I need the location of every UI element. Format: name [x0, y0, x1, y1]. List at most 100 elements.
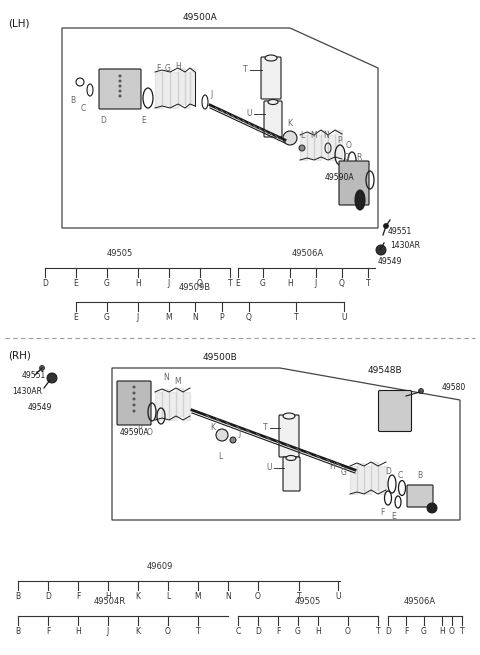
Circle shape — [132, 392, 135, 394]
Text: 49549: 49549 — [28, 403, 52, 411]
Text: F: F — [46, 627, 50, 636]
Text: U: U — [266, 464, 272, 472]
Text: F: F — [156, 64, 160, 73]
Text: P: P — [338, 136, 342, 145]
Text: T: T — [376, 627, 380, 636]
Text: G: G — [421, 627, 427, 636]
Text: 49549: 49549 — [378, 257, 402, 267]
Text: D: D — [255, 627, 261, 636]
Text: 49590A: 49590A — [120, 428, 150, 437]
Text: C: C — [80, 104, 85, 113]
Text: G: G — [104, 313, 110, 322]
Circle shape — [119, 94, 121, 98]
Text: O: O — [346, 141, 352, 150]
Text: H: H — [315, 627, 321, 636]
Circle shape — [119, 79, 121, 83]
Text: N: N — [163, 373, 169, 382]
Text: U: U — [341, 313, 347, 322]
Circle shape — [299, 145, 305, 151]
Text: H: H — [439, 627, 445, 636]
Circle shape — [283, 131, 297, 145]
FancyBboxPatch shape — [117, 381, 151, 425]
Text: 49506A: 49506A — [292, 249, 324, 258]
Text: H: H — [287, 279, 293, 288]
Text: F: F — [404, 627, 408, 636]
Text: K: K — [288, 119, 292, 128]
Text: B: B — [71, 96, 75, 105]
Text: H: H — [329, 462, 335, 471]
Text: 49500B: 49500B — [203, 353, 238, 362]
Text: B: B — [418, 471, 422, 480]
Polygon shape — [112, 368, 460, 520]
Text: O: O — [147, 428, 153, 437]
Text: F: F — [276, 627, 280, 636]
Text: T: T — [460, 627, 464, 636]
Text: E: E — [236, 279, 240, 288]
Text: G: G — [295, 627, 301, 636]
Ellipse shape — [283, 413, 295, 419]
Text: O: O — [345, 627, 351, 636]
Text: T: T — [196, 627, 200, 636]
Text: 49500A: 49500A — [182, 13, 217, 22]
FancyBboxPatch shape — [283, 457, 300, 491]
Circle shape — [216, 429, 228, 441]
Circle shape — [376, 245, 386, 255]
Circle shape — [119, 75, 121, 77]
Text: D: D — [45, 592, 51, 601]
Text: L: L — [166, 592, 170, 601]
Circle shape — [47, 373, 57, 383]
Text: T: T — [228, 279, 232, 288]
Text: F: F — [76, 592, 80, 601]
Text: K: K — [210, 424, 215, 432]
Text: (LH): (LH) — [8, 18, 29, 28]
Circle shape — [119, 90, 121, 92]
Text: J: J — [137, 313, 139, 322]
Circle shape — [419, 388, 423, 394]
Text: Q: Q — [246, 313, 252, 322]
Polygon shape — [62, 28, 378, 228]
Text: Q: Q — [339, 279, 345, 288]
Circle shape — [132, 398, 135, 400]
Circle shape — [384, 223, 388, 229]
Text: 1430AR: 1430AR — [12, 388, 42, 396]
Text: 49551: 49551 — [22, 371, 46, 381]
Text: C: C — [397, 471, 403, 480]
FancyBboxPatch shape — [379, 390, 411, 432]
Text: Q: Q — [344, 153, 350, 162]
Text: N: N — [192, 313, 198, 322]
Text: G: G — [260, 279, 266, 288]
Text: 49551: 49551 — [388, 227, 412, 236]
Circle shape — [230, 437, 236, 443]
Text: E: E — [392, 512, 396, 521]
Text: 49505: 49505 — [295, 597, 321, 606]
Text: J: J — [315, 279, 317, 288]
Text: P: P — [220, 313, 224, 322]
Text: B: B — [15, 592, 21, 601]
Text: T: T — [294, 313, 298, 322]
Text: E: E — [142, 116, 146, 125]
Text: M: M — [195, 592, 201, 601]
Text: H: H — [75, 627, 81, 636]
Text: G: G — [341, 468, 347, 477]
Text: P: P — [138, 424, 142, 433]
Text: 49509B: 49509B — [179, 283, 211, 292]
Text: O: O — [449, 627, 455, 636]
Text: J: J — [107, 627, 109, 636]
Text: F: F — [380, 508, 384, 517]
Text: T: T — [366, 279, 370, 288]
Text: K: K — [135, 592, 141, 601]
Text: R: R — [356, 153, 361, 162]
Text: K: K — [135, 627, 141, 636]
Text: H: H — [135, 279, 141, 288]
Text: 1430AR: 1430AR — [390, 242, 420, 250]
Text: (RH): (RH) — [8, 350, 31, 360]
Ellipse shape — [265, 55, 277, 61]
FancyBboxPatch shape — [264, 101, 282, 137]
Text: G: G — [104, 279, 110, 288]
Circle shape — [427, 503, 437, 513]
Text: M: M — [166, 313, 172, 322]
Circle shape — [119, 84, 121, 88]
Circle shape — [132, 403, 135, 407]
Text: D: D — [385, 467, 391, 476]
FancyBboxPatch shape — [339, 161, 369, 205]
